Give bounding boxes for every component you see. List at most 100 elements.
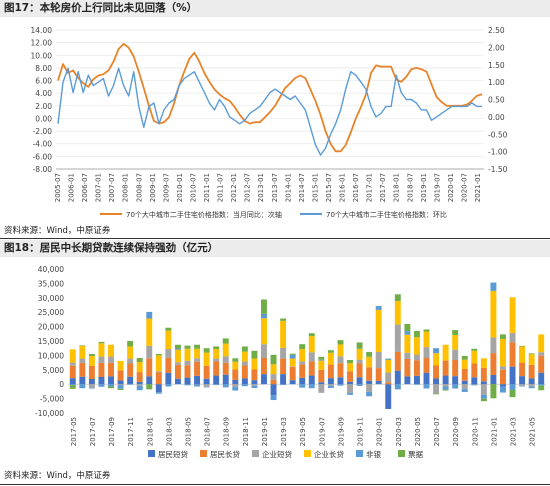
x-tick-label: 2020-05 <box>414 417 422 446</box>
y-left-tick-label: 12.00 <box>31 39 53 48</box>
legend-swatch <box>356 450 363 457</box>
bar-segment <box>232 379 239 385</box>
bar-segment <box>117 370 124 381</box>
x-tick-label: 2021-05 <box>529 417 537 446</box>
x-tick-label: 2011-07 <box>217 173 225 202</box>
y-tick-label: -5,000 <box>40 395 64 404</box>
bar-segment <box>337 356 344 364</box>
y-left-tick-label: 2.00 <box>35 102 52 111</box>
bar-segment <box>413 337 420 355</box>
bar-segment <box>184 377 191 385</box>
bar-segment <box>127 384 134 385</box>
bar-segment <box>404 334 411 353</box>
bar-segment <box>308 333 315 337</box>
x-tick-label: 2009-01 <box>149 173 157 202</box>
x-tick-label: 2018-05 <box>185 417 193 446</box>
series-line-yoy <box>57 42 483 153</box>
bar-segment <box>232 358 239 362</box>
bar-segment <box>375 368 382 382</box>
x-tick-label: 2020-01 <box>376 417 384 446</box>
x-tick-label: 2014-01 <box>284 173 292 202</box>
x-tick-label: 2017-11 <box>127 417 135 446</box>
bar-segment <box>347 363 353 372</box>
x-tick-label: 2018-01 <box>393 173 401 202</box>
bar-segment <box>337 344 344 357</box>
bar-segment <box>165 384 172 387</box>
legend-label: 票据 <box>408 450 423 459</box>
bar-segment <box>241 346 248 352</box>
bar-segment <box>347 381 353 385</box>
x-tick-label: 2020-01 <box>447 173 455 202</box>
bar-segment <box>299 364 306 378</box>
bar-segment <box>327 350 334 353</box>
bar-segment <box>442 384 449 387</box>
x-tick-label: 2008-01 <box>122 173 130 202</box>
x-tick-label: 2010-07 <box>189 173 197 202</box>
figure1-source: 资料来源：Wind，中原证券 <box>4 226 111 236</box>
bar-segment <box>232 387 239 391</box>
x-tick-label: 2020-07 <box>433 417 441 446</box>
bar-segment <box>500 338 506 367</box>
bar-segment <box>289 366 296 367</box>
bar-segment <box>337 340 344 345</box>
bar-segment <box>280 318 287 321</box>
x-tick-label: 2015-01 <box>311 173 319 202</box>
bar-segment <box>528 353 535 355</box>
bar-segment <box>318 359 325 361</box>
bar-segment <box>213 346 220 350</box>
bar-segment <box>155 371 162 373</box>
x-tick-label: 2020-11 <box>471 417 479 446</box>
x-tick-label: 2017-05 <box>70 417 78 446</box>
x-tick-label: 2019-03 <box>280 417 288 446</box>
bar-segment <box>471 377 478 385</box>
bar-segment <box>203 378 210 385</box>
bar-segment <box>79 358 86 363</box>
y-left-tick-label: -8.00 <box>33 165 53 174</box>
bar-segment <box>366 384 373 392</box>
bar-segment <box>127 341 134 347</box>
x-tick-label: 2018-01 <box>146 417 154 446</box>
bar-segment <box>366 367 373 381</box>
bar-segment <box>289 353 296 355</box>
bar-segment <box>490 374 497 385</box>
y-left-tick-label: -2.00 <box>33 127 53 136</box>
bar-segment <box>108 344 114 357</box>
bar-segment <box>423 331 430 348</box>
bar-segment <box>519 345 526 347</box>
x-tick-label: 2019-05 <box>299 417 307 446</box>
bar-segment <box>490 290 497 338</box>
y-tick-label: 20,000 <box>38 323 64 332</box>
bar-segment <box>452 334 459 350</box>
x-tick-label: 2006-01 <box>68 173 76 202</box>
bar-segment <box>280 358 287 375</box>
x-tick-label: 2018-07 <box>406 173 414 202</box>
legend-label: 企业短贷 <box>262 449 292 459</box>
bar-segment <box>500 386 506 393</box>
x-tick-label: 2017-07 <box>379 173 387 202</box>
y-right-tick-label: -1.50 <box>488 165 508 174</box>
bar-segment <box>241 365 248 379</box>
bar-segment <box>538 372 545 385</box>
bar-segment <box>452 330 459 335</box>
bar-segment <box>433 384 440 394</box>
bar-segment <box>213 358 220 362</box>
bar-segment <box>394 294 401 301</box>
bar-segment <box>108 362 114 377</box>
x-tick-label: 2019-07 <box>433 173 441 202</box>
bar-segment <box>480 367 487 382</box>
bar-segment <box>452 349 459 361</box>
y-tick-label: 5,000 <box>43 366 65 375</box>
legend-label: 居民长贷 <box>210 449 240 459</box>
bar-segment <box>270 354 277 365</box>
bar-segment <box>413 375 420 385</box>
legend-swatch <box>252 450 259 457</box>
y-right-tick-label: 2.00 <box>488 43 505 52</box>
bar-segment <box>538 355 545 373</box>
bar-segment <box>423 372 430 385</box>
bar-segment <box>337 384 344 386</box>
bar-segment <box>366 356 373 368</box>
bar-segment <box>213 361 220 376</box>
bar-segment <box>222 384 229 388</box>
bar-segment <box>79 376 86 385</box>
bar-segment <box>433 378 440 385</box>
